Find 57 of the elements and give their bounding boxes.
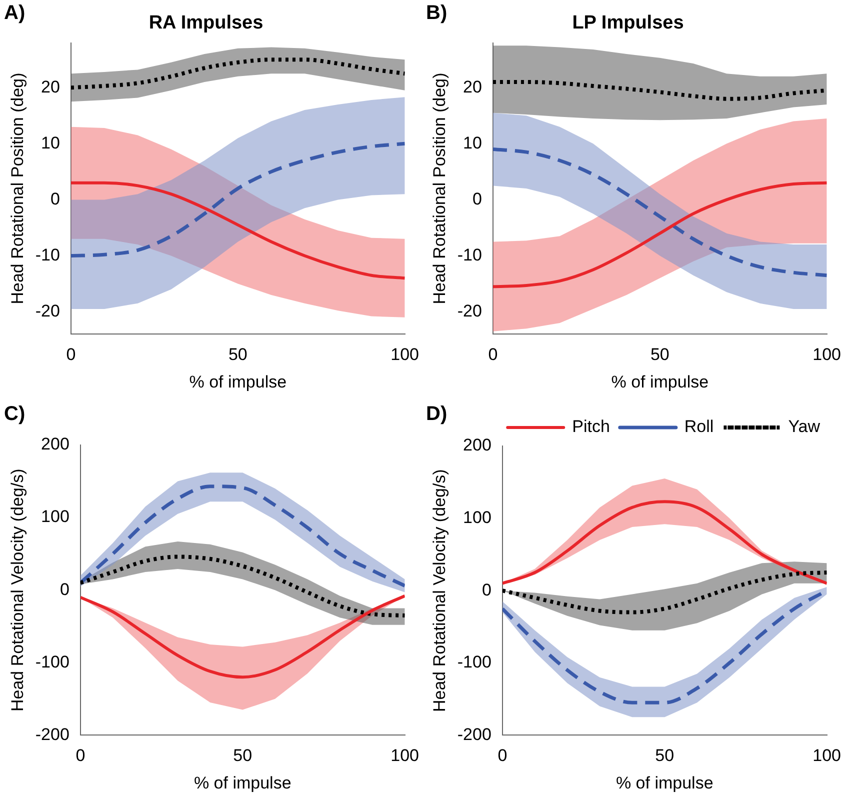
y-axis-title: Head Rotational Position (deg)	[430, 72, 449, 304]
y-tick-label: -100	[35, 652, 70, 672]
text: A)	[4, 2, 26, 25]
y-tick-label: -10	[457, 245, 482, 264]
y-tick-label: 10	[41, 133, 60, 152]
y-tick-label: 200	[463, 436, 492, 455]
x-tick-label: 100	[812, 746, 842, 766]
y-tick-label: 20	[41, 77, 60, 96]
line-series	[70, 58, 405, 90]
y-tick-label: -200	[457, 724, 492, 744]
text: D)	[426, 403, 448, 426]
legend-label: Roll	[684, 417, 714, 436]
x-tick-label: 50	[228, 345, 248, 364]
y-axis-title: Head Rotational Velocity (deg/s)	[430, 469, 449, 712]
x-tick-label: 100	[390, 746, 420, 766]
y-tick-label: 20	[463, 77, 482, 96]
line-series	[80, 594, 405, 679]
x-tick-label: 0	[498, 746, 508, 766]
line-series	[492, 80, 827, 101]
x-tick-label: 100	[390, 345, 420, 364]
chart-title: LP Impulses	[572, 12, 684, 34]
x-tick-label: 50	[650, 345, 670, 364]
x-axis-title: % of impulse	[616, 773, 714, 792]
x-tick-label: 50	[233, 746, 252, 766]
chart-title: RA Impulses	[148, 12, 264, 34]
y-axis-title: Head Rotational Position (deg)	[8, 72, 27, 304]
y-tick-label: 0	[50, 189, 60, 208]
x-tick-label: 100	[812, 345, 842, 364]
x-tick-label: 50	[655, 746, 674, 766]
line-series	[502, 500, 827, 585]
y-tick-label: -10	[35, 245, 60, 264]
y-tick-label: 100	[463, 508, 492, 527]
y-tick-label: -200	[35, 724, 70, 744]
line-series	[70, 181, 405, 280]
text: C)	[4, 403, 26, 426]
y-tick-label: 0	[482, 580, 492, 600]
y-tick-label: -20	[457, 301, 482, 320]
legend-label: Pitch	[572, 417, 610, 436]
y-axis-title: Head Rotational Velocity (deg/s)	[8, 468, 27, 712]
y-tick-label: -100	[457, 652, 492, 672]
legend-label: Yaw	[788, 417, 821, 436]
y-tick-label: 10	[463, 133, 482, 152]
y-tick-label: 200	[41, 434, 70, 454]
line-series	[502, 570, 827, 614]
line-series	[70, 142, 405, 258]
x-tick-label: 0	[76, 746, 86, 766]
y-tick-label: 0	[60, 580, 70, 599]
y-tick-label: 0	[472, 189, 482, 208]
line-series	[80, 554, 405, 618]
x-axis-title: % of impulse	[194, 773, 292, 792]
x-axis-title: % of impulse	[189, 372, 287, 392]
y-tick-label: 100	[41, 507, 70, 526]
x-axis-title: % of impulse	[611, 372, 709, 392]
text: B)	[426, 2, 448, 25]
y-tick-label: -20	[35, 301, 60, 320]
line-series	[492, 181, 827, 288]
line-series	[492, 148, 827, 278]
